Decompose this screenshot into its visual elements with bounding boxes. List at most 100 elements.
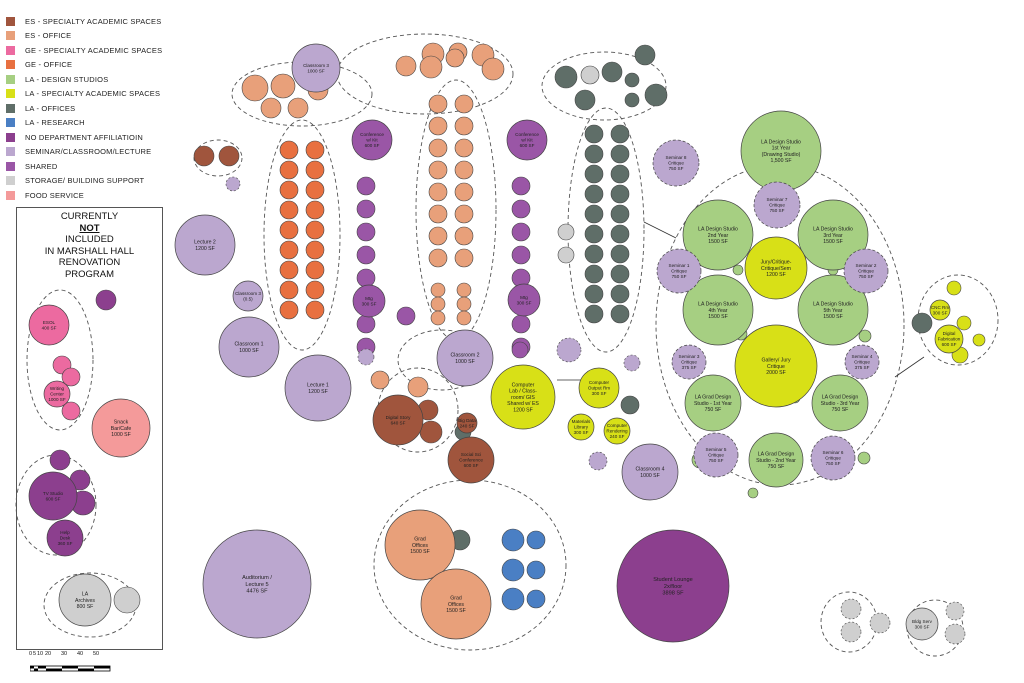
note-line-6: PROGRAM [64,268,115,280]
space-label: Seminar 5 Critique 750 SF [706,447,727,463]
space-bubble [46,519,84,557]
space-bubble [352,284,386,318]
cluster-outline [336,33,514,115]
office-bubble [584,164,604,184]
office-bubble [61,401,81,421]
space-label: Conference w/ Kit 600 SF [515,132,539,148]
space-label: Seminar 1 Critique 750 SF [669,263,690,279]
legend-swatch [6,45,15,55]
office-bubble [279,280,299,300]
office-bubble [610,264,630,284]
space-label: CNC Rm 300 SF [931,305,950,316]
space-label: LA Archives 800 SF [75,592,95,610]
space-bubble [420,568,492,640]
office-bubble [428,160,448,180]
office-bubble [113,586,141,614]
space-bubble [934,324,964,354]
legend-label: GE - SPECIALTY ACADEMIC SPACES [25,45,163,55]
space-bubble [616,529,730,643]
office-bubble [454,248,474,268]
office-bubble [428,226,448,246]
office-bubble [972,333,986,347]
scale-label: 5 [33,651,37,657]
office-bubble [356,222,376,242]
office-bubble [526,589,546,609]
space-label: Gallery/ Jury Critique 2000 SF [761,358,791,376]
legend-swatch [6,89,15,99]
space-bubble [734,324,818,408]
space-label: Classroom 4 1000 SF [635,467,664,479]
office-bubble [356,245,376,265]
legend-label: LA - DESIGN STUDIOS [25,74,109,84]
office-bubble [584,144,604,164]
cluster-outline [655,164,905,486]
space-label: Auditorium / Lecture 5 4476 SF [242,575,272,594]
space-label: Classroom 1 1000 SF [234,342,263,354]
office-bubble [454,116,474,136]
office-bubble [225,176,241,192]
scale-label: 40 [77,651,84,657]
space-bubble [843,248,889,294]
office-bubble [305,220,325,240]
office-bubble [305,200,325,220]
space-label: Social Sci Conference 600 SF [459,452,483,468]
note-line-4: IN MARSHALL HALL [44,245,135,257]
office-bubble [601,61,623,83]
space-bubble [905,607,939,641]
space-bubble [811,374,869,432]
space-bubble [202,529,312,639]
space-bubble [384,509,456,581]
office-bubble [428,116,448,136]
legend-swatch [6,60,15,70]
office-bubble [945,601,965,621]
legend-label: ES - SPECIALTY ACADEMIC SPACES [25,16,162,26]
legend-swatch [6,74,15,84]
office-bubble [623,354,641,372]
office-bubble [407,376,429,398]
office-bubble [584,124,604,144]
legend-swatch [6,16,15,26]
connector-line [643,221,677,239]
scale-label: 0 [29,651,33,657]
office-bubble [356,314,376,334]
office-bubble [857,451,871,465]
cluster-outline [263,119,341,351]
office-bubble [554,65,578,89]
space-bubble [174,214,236,276]
space-label: Seminar 4 Critique 375 SF [852,354,873,370]
space-label: Mtg 300 SF [517,295,532,306]
office-bubble [620,395,640,415]
space-bubble [844,344,880,380]
legend-label: SHARED [25,161,58,171]
office-bubble [428,182,448,202]
legend-item: LA - SPECIALTY ACADEMIC SPACES [6,87,226,102]
office-bubble [428,204,448,224]
office-bubble [356,268,376,288]
office-bubble [279,180,299,200]
not-included-title: CURRENTLY NOT INCLUDED IN MARSHALL HALL … [16,211,163,280]
scale-label: 10 [37,651,44,657]
legend-item: LA - DESIGN STUDIOS [6,72,226,87]
office-bubble [574,89,596,111]
space-label: ESOL 400 SF [42,320,57,331]
office-bubble [610,184,630,204]
space-label: Grad Offices 1500 SF [410,537,430,555]
office-bubble [428,248,448,268]
space-bubble [232,280,264,312]
space-bubble [693,432,739,478]
office-bubble [584,224,604,244]
office-bubble [61,367,81,387]
legend-swatch [6,176,15,186]
office-bubble [557,246,575,264]
space-label: LA Grad Design Studio - 1st Year 750 SF [694,395,732,413]
office-bubble [610,204,630,224]
office-bubble [584,244,604,264]
office-bubble [557,223,575,241]
office-bubble [610,144,630,164]
office-bubble [357,348,375,366]
office-bubble [395,55,417,77]
office-bubble [279,240,299,260]
office-bubble [279,200,299,220]
office-bubble [584,284,604,304]
office-bubble [279,160,299,180]
